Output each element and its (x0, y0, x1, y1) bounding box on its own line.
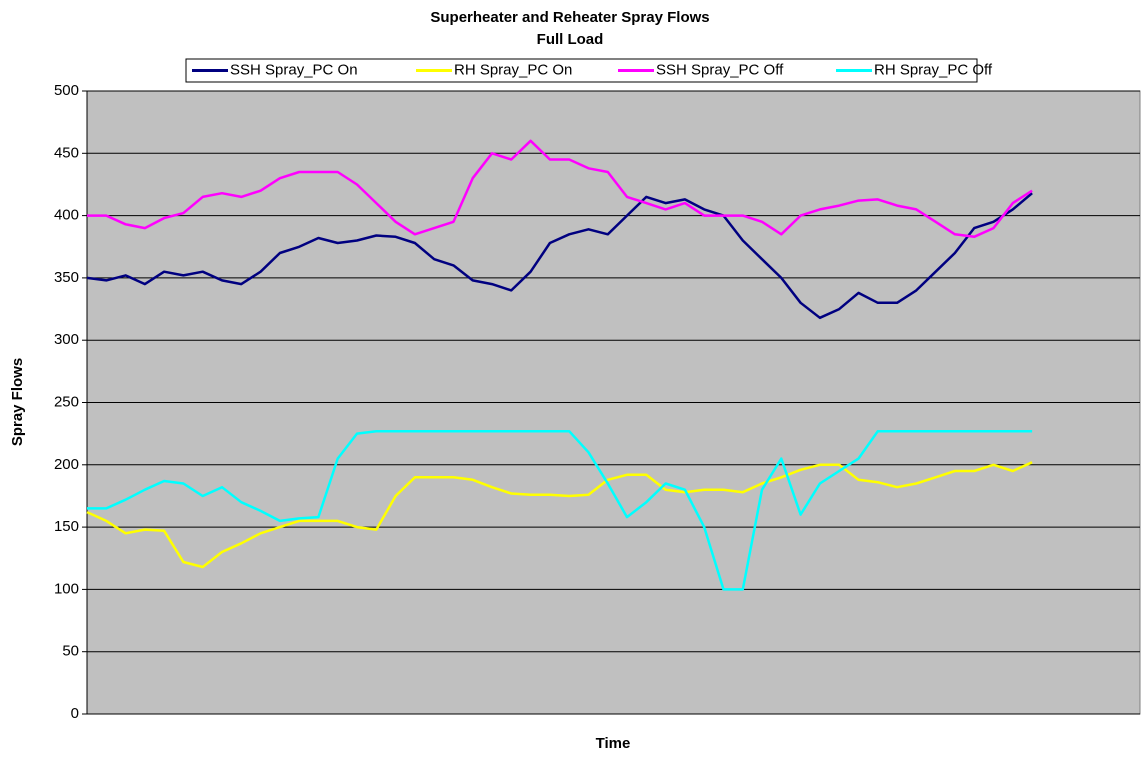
legend-label: SSH Spray_PC Off (656, 61, 784, 78)
y-tick-label: 100 (54, 580, 79, 597)
series-line (87, 429, 1033, 591)
y-tick-label: 350 (54, 269, 79, 286)
y-axis-label: Spray Flows (9, 358, 26, 446)
y-tick-label: 200 (54, 456, 79, 473)
y-tick-label: 300 (54, 331, 79, 348)
series-line (86, 192, 1033, 320)
legend-label: RH Spray_PC Off (874, 61, 993, 78)
y-tick-label: 400 (54, 207, 79, 224)
x-axis-label: Time (596, 735, 631, 752)
y-tick-label: 150 (54, 518, 79, 535)
legend-label: RH Spray_PC On (454, 61, 572, 78)
series-line (87, 139, 1033, 239)
legend (185, 58, 978, 83)
y-tick-label: 0 (71, 705, 79, 722)
chart-subtitle: Full Load (537, 31, 604, 48)
legend-label: SSH Spray_PC On (230, 61, 358, 78)
y-tick-label: 500 (54, 82, 79, 99)
series-line (86, 461, 1033, 569)
y-tick-label: 250 (54, 393, 79, 410)
y-tick-label: 50 (62, 643, 79, 660)
chart-title: Superheater and Reheater Spray Flows (430, 9, 709, 26)
y-tick-label: 450 (54, 144, 79, 161)
